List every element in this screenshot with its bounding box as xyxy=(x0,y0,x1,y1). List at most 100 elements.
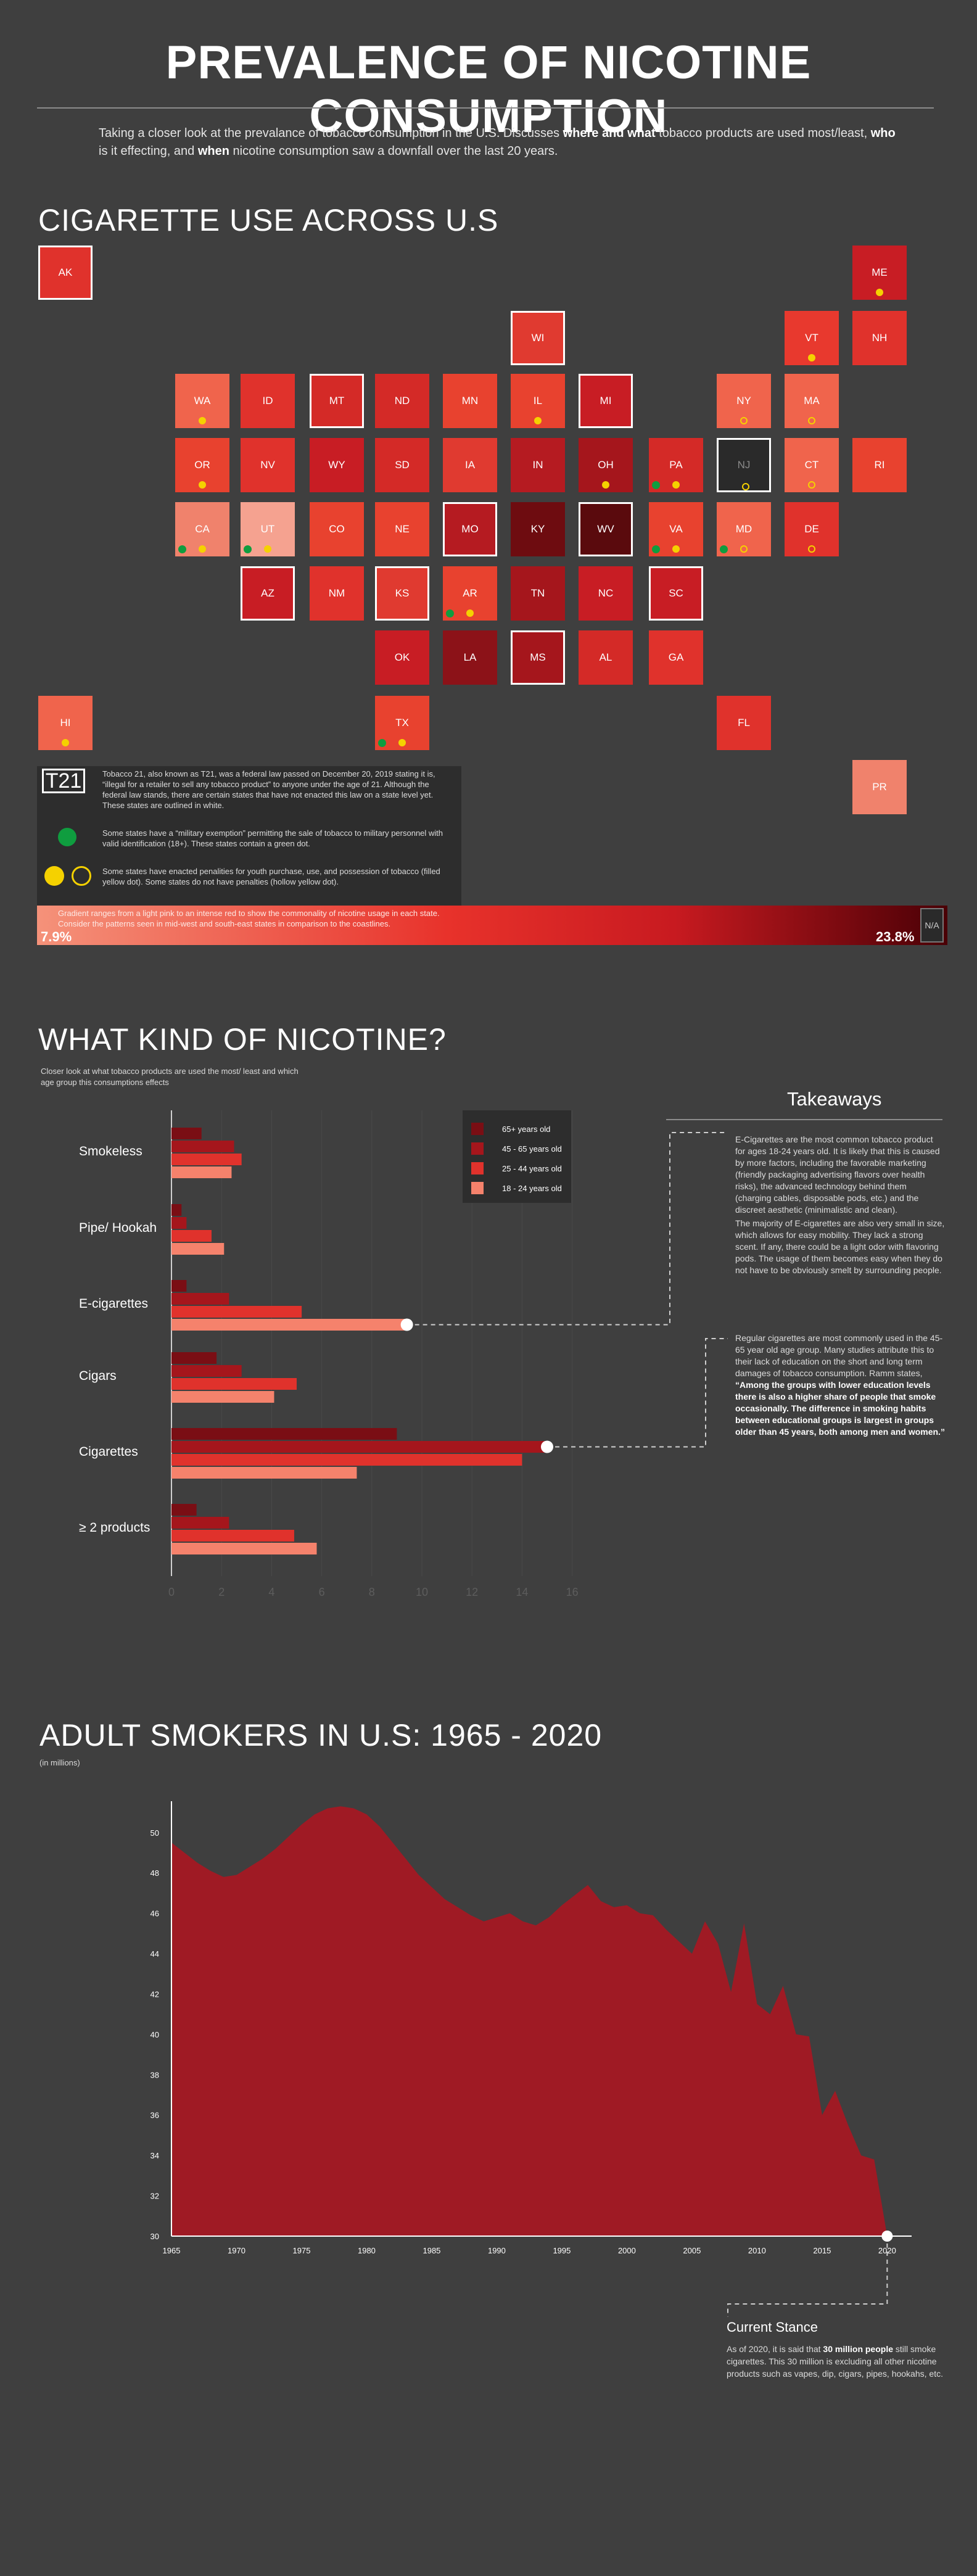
state-label: KS xyxy=(395,587,410,599)
state-tile-de: DE xyxy=(785,502,839,556)
gradient-min-label: 7.9% xyxy=(41,929,72,944)
state-tile-vt: VT xyxy=(785,311,839,365)
state-tile-id: ID xyxy=(241,374,295,428)
state-tile-nm: NM xyxy=(310,566,364,621)
takeaway-ecig-size: The majority of E-cigarettes are also ve… xyxy=(735,1218,945,1275)
state-tile-nh: NH xyxy=(852,311,907,365)
gradient-na-swatch: N/A xyxy=(920,908,944,943)
state-tile-az: AZ xyxy=(241,566,295,621)
state-tile-la: LA xyxy=(443,630,497,685)
intro-text-2: tobacco products are used most/least, xyxy=(655,126,871,140)
bar-e-cigarettes-series-3 xyxy=(171,1319,407,1331)
state-tile-mt: MT xyxy=(310,374,364,428)
state-tile-nj: NJ xyxy=(717,438,771,492)
state-label: MT xyxy=(329,395,345,407)
state-tile-ok: OK xyxy=(375,630,429,685)
bar-smokeless-series-3 xyxy=(171,1166,232,1178)
military-exemption-dot-icon xyxy=(378,739,386,747)
x-tick-label: 0 xyxy=(168,1586,175,1598)
stance-text-2: still smoke cigarettes. This 30 million … xyxy=(727,2344,943,2379)
y-tick-label: 44 xyxy=(150,1949,159,1959)
state-tile-co: CO xyxy=(310,502,364,556)
state-label: CT xyxy=(804,459,819,471)
state-tile-sc: SC xyxy=(649,566,703,621)
legend-label: 65+ years old xyxy=(502,1125,550,1134)
x-tick-label: 12 xyxy=(466,1586,478,1598)
state-tile-or: OR xyxy=(175,438,229,492)
x-tick-label: 10 xyxy=(416,1586,428,1598)
map-legend: T21 Tobacco 21, also known as T21, was a… xyxy=(37,766,461,906)
state-label: MA xyxy=(804,395,820,407)
no-penalty-dot-icon xyxy=(740,545,748,553)
state-tile-ne: NE xyxy=(375,502,429,556)
penalty-dot-icon xyxy=(672,481,680,489)
no-penalty-dot-icon xyxy=(740,417,748,424)
category-label: ≥ 2 products xyxy=(79,1521,150,1535)
category-label: Cigarettes xyxy=(79,1445,138,1459)
state-tile-ct: CT xyxy=(785,438,839,492)
adult-smokers-title: ADULT SMOKERS IN U.S: 1965 - 2020 xyxy=(39,1718,603,1752)
bar-cigarettes-series-2 xyxy=(171,1454,522,1466)
takeaways-divider xyxy=(666,1119,942,1120)
state-label: AL xyxy=(599,651,612,663)
bar-smokeless-series-1 xyxy=(171,1141,234,1152)
state-tile-pr: PR xyxy=(852,760,907,814)
bar-e-cigarettes-series-1 xyxy=(171,1293,229,1305)
stance-callout-line xyxy=(727,2244,888,2317)
x-tick-label: 14 xyxy=(516,1586,528,1598)
bar--2-products-series-0 xyxy=(171,1504,197,1516)
y-tick-label: 36 xyxy=(150,2111,159,2120)
state-label: SD xyxy=(395,459,410,471)
cig-highlight-marker xyxy=(541,1440,553,1453)
state-tile-ga: GA xyxy=(649,630,703,685)
state-label: UT xyxy=(260,523,275,535)
state-label: ND xyxy=(394,395,410,407)
ecig-highlight-marker xyxy=(400,1318,413,1331)
x-tick-label: 1995 xyxy=(553,2246,571,2255)
state-label: MD xyxy=(735,523,752,535)
state-tile-mn: MN xyxy=(443,374,497,428)
y-tick-label: 30 xyxy=(150,2232,159,2241)
penalty-dot-icon xyxy=(876,289,883,296)
penalty-dot-icon xyxy=(62,739,69,746)
legend-label: 25 - 44 years old xyxy=(502,1164,562,1173)
x-tick-label: 2005 xyxy=(683,2246,701,2255)
bar--2-products-series-2 xyxy=(171,1530,294,1542)
state-label: DE xyxy=(804,523,819,535)
bar--2-products-series-3 xyxy=(171,1543,317,1554)
state-label: LA xyxy=(463,651,477,663)
x-tick-label: 2 xyxy=(218,1586,225,1598)
y-tick-label: 38 xyxy=(150,2070,159,2079)
state-tile-in: IN xyxy=(511,438,565,492)
page-title: PREVALENCE OF NICOTINE CONSUMPTION xyxy=(165,36,812,142)
adult-smokers-area xyxy=(171,1806,888,2236)
state-label: IL xyxy=(533,395,543,407)
state-tile-md: MD xyxy=(717,502,771,556)
state-label: ID xyxy=(262,395,273,407)
state-tile-ak: AK xyxy=(38,246,93,300)
x-tick-label: 4 xyxy=(268,1586,274,1598)
no-penalty-dot-icon xyxy=(808,481,815,489)
state-label: IA xyxy=(464,459,476,471)
hollow-yellow-dot-icon xyxy=(72,866,91,886)
gradient-description: Gradient ranges from a light pink to an … xyxy=(58,909,440,928)
state-tile-wy: WY xyxy=(310,438,364,492)
state-label: VA xyxy=(669,523,683,535)
state-tile-tx: TX xyxy=(375,696,429,750)
t21-badge: T21 xyxy=(42,769,85,793)
nicotine-bar-chart: 0 2 4 6 8 10 12 14 16 Smokeless Pipe/ Hookah E-ciga… xyxy=(79,1110,728,1598)
state-tile-nv: NV xyxy=(241,438,295,492)
state-tile-sd: SD xyxy=(375,438,429,492)
state-label: OK xyxy=(394,651,410,663)
ecig-callout-line xyxy=(406,1132,728,1326)
t21-description: Tobacco 21, also known as T21, was a fed… xyxy=(102,769,435,810)
gradient-max-label: 23.8% xyxy=(876,929,915,944)
map-section-title: CIGARETTE USE ACROSS U.S xyxy=(38,203,499,237)
state-label: KY xyxy=(530,523,545,535)
intro-bold-3: when xyxy=(197,144,229,158)
takeaway-ecig-marketing: E-Cigarettes are the most common tobacco… xyxy=(735,1134,940,1215)
bar-cigarettes-series-0 xyxy=(171,1428,397,1440)
y-tick-label: 34 xyxy=(150,2151,159,2160)
penalty-dot-icon xyxy=(602,481,609,489)
bar-cigarettes-series-3 xyxy=(171,1467,357,1479)
